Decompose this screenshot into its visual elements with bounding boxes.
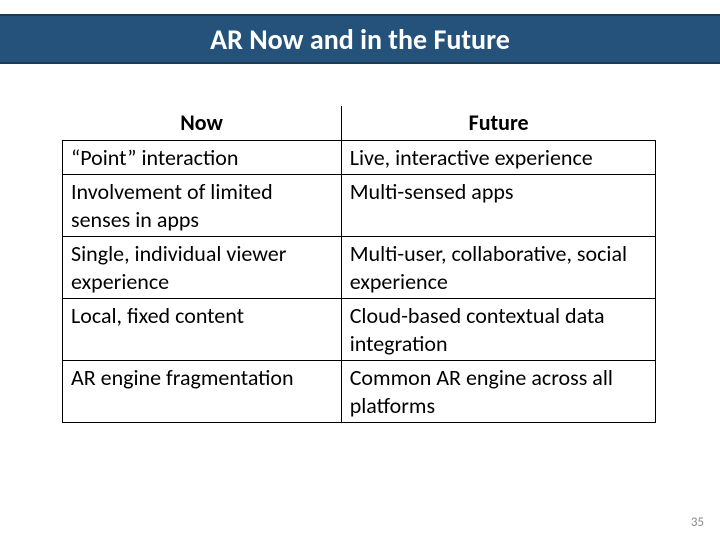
cell-now: Local, fixed content bbox=[63, 299, 342, 361]
cell-now: Involvement of limited senses in apps bbox=[63, 175, 342, 237]
page-number: 35 bbox=[691, 515, 704, 530]
col-header-now: Now bbox=[63, 106, 342, 140]
table-header-row: Now Future bbox=[63, 106, 656, 140]
table-row: Involvement of limited senses in apps Mu… bbox=[63, 175, 656, 237]
cell-now: “Point” interaction bbox=[63, 140, 342, 175]
cell-future: Live, interactive experience bbox=[341, 140, 655, 175]
cell-future: Cloud-based contextual data integration bbox=[341, 299, 655, 361]
slide: AR Now and in the Future Now Future “Poi… bbox=[0, 0, 720, 540]
table-row: Single, individual viewer experience Mul… bbox=[63, 237, 656, 299]
table-row: AR engine fragmentation Common AR engine… bbox=[63, 361, 656, 423]
cell-future: Multi-user, collaborative, social experi… bbox=[341, 237, 655, 299]
slide-title: AR Now and in the Future bbox=[210, 22, 510, 57]
table-row: Local, fixed content Cloud-based context… bbox=[63, 299, 656, 361]
cell-future: Common AR engine across all platforms bbox=[341, 361, 655, 423]
cell-now: AR engine fragmentation bbox=[63, 361, 342, 423]
table-row: “Point” interaction Live, interactive ex… bbox=[63, 140, 656, 175]
title-bar: AR Now and in the Future bbox=[0, 14, 720, 64]
cell-now: Single, individual viewer experience bbox=[63, 237, 342, 299]
comparison-table: Now Future “Point” interaction Live, int… bbox=[62, 106, 656, 423]
comparison-table-container: Now Future “Point” interaction Live, int… bbox=[62, 106, 656, 423]
col-header-future: Future bbox=[341, 106, 655, 140]
cell-future: Multi-sensed apps bbox=[341, 175, 655, 237]
